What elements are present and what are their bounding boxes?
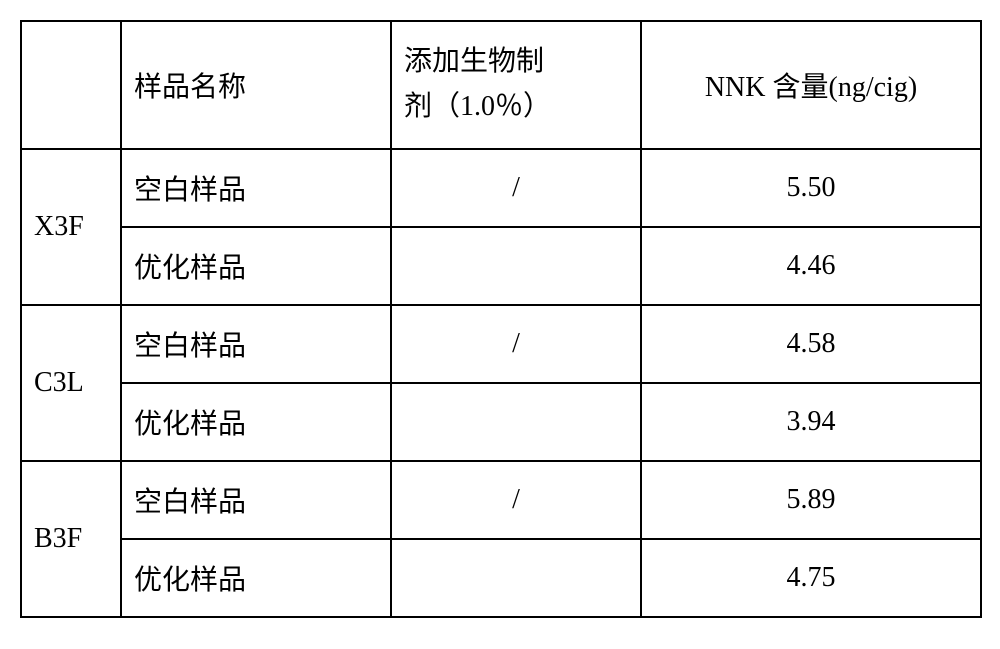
cell-sample: 空白样品	[121, 149, 391, 227]
header-nnk-suffix: (ng/cig)	[829, 72, 918, 103]
header-bio-agent-line2: 剂（1.0％）	[404, 91, 551, 122]
table-row: 优化样品 3.94	[21, 383, 981, 461]
cell-agent	[391, 539, 641, 617]
cell-sample: 优化样品	[121, 227, 391, 305]
cell-sample: 优化样品	[121, 383, 391, 461]
table-row: X3F 空白样品 / 5.50	[21, 149, 981, 227]
cell-sample: 空白样品	[121, 461, 391, 539]
table-row: 优化样品 4.75	[21, 539, 981, 617]
data-table: 样品名称 添加生物制 剂（1.0％） NNK 含量(ng/cig) X3F 空白…	[20, 20, 982, 618]
cell-agent: /	[391, 149, 641, 227]
cell-value: 5.50	[641, 149, 981, 227]
cell-agent: /	[391, 305, 641, 383]
cell-value: 5.89	[641, 461, 981, 539]
group-label-x3f: X3F	[21, 149, 121, 305]
table-row: B3F 空白样品 / 5.89	[21, 461, 981, 539]
cell-agent	[391, 227, 641, 305]
table-row: 优化样品 4.46	[21, 227, 981, 305]
cell-agent: /	[391, 461, 641, 539]
cell-value: 4.58	[641, 305, 981, 383]
header-group-cell	[21, 21, 121, 149]
cell-agent	[391, 383, 641, 461]
group-label-c3l: C3L	[21, 305, 121, 461]
header-bio-agent-line1: 添加生物制	[404, 46, 544, 77]
cell-value: 3.94	[641, 383, 981, 461]
header-nnk-cjk: 含量	[773, 72, 829, 103]
header-nnk: NNK 含量(ng/cig)	[641, 21, 981, 149]
table-header-row: 样品名称 添加生物制 剂（1.0％） NNK 含量(ng/cig)	[21, 21, 981, 149]
header-nnk-prefix: NNK	[705, 72, 773, 103]
cell-value: 4.46	[641, 227, 981, 305]
header-sample-name: 样品名称	[121, 21, 391, 149]
cell-value: 4.75	[641, 539, 981, 617]
group-label-b3f: B3F	[21, 461, 121, 617]
header-bio-agent: 添加生物制 剂（1.0％）	[391, 21, 641, 149]
cell-sample: 优化样品	[121, 539, 391, 617]
table-row: C3L 空白样品 / 4.58	[21, 305, 981, 383]
cell-sample: 空白样品	[121, 305, 391, 383]
